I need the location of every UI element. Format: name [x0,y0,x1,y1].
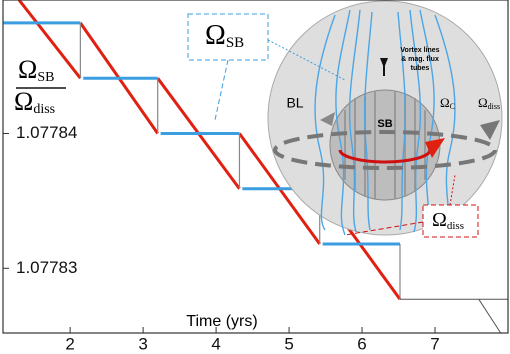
x-tick-label: 7 [430,334,439,353]
up-arrow [380,58,388,68]
symbol: Ω [440,95,450,110]
subscript: diss [488,102,500,111]
subscript: C [450,102,455,111]
series-line [399,298,508,334]
x-tick-label: 5 [284,334,293,353]
y-tick-label: 1.07784 [16,123,77,142]
subscript: SB [37,70,54,85]
symbol: Ω [205,20,226,51]
callout-box [422,204,479,238]
x-tick-label: 2 [65,334,74,353]
symbol: Ω [14,87,33,116]
leader-line [267,39,346,81]
symbol: Ω [432,209,447,231]
subscript: diss [33,102,55,117]
sb-label: SB [377,118,392,130]
callout-label: Ωdiss [432,209,464,232]
omega-diss-label: Ωdiss [478,95,500,111]
subscript: diss [447,220,464,232]
callout-box [187,13,269,61]
y-tick-label: 1.07783 [16,258,77,277]
series-line [3,21,400,246]
series-line [79,22,401,300]
vortex-label: & mag. flux [401,56,439,63]
plot-frame [2,0,509,334]
leader-line [449,174,456,206]
subscript: SB [226,35,244,51]
bl-label: BL [286,95,303,111]
omega-c-label: ΩC [440,95,455,111]
x-tick-label: 4 [211,334,220,353]
leader-line [214,59,229,121]
symbol: Ω [478,95,488,110]
superconducting-core [329,89,441,201]
bl-arrow [320,112,335,126]
vortex-label: tubes [411,65,430,72]
ylabel-numerator: ΩSB [18,55,54,85]
leader-line [344,221,424,236]
y-axis-label: ΩSB Ωdiss [14,55,66,117]
vortex-label: Vortex lines [400,47,439,54]
callout-label: ΩSB [205,20,244,51]
plot-area [3,0,508,334]
callout-sb: ΩSB [187,13,346,121]
x-tick-label: 6 [357,334,366,353]
ylabel-denominator: Ωdiss [14,87,55,117]
x-tick-label: 3 [138,334,147,353]
red-arrow [425,138,445,158]
orbit [273,130,497,170]
red-rotation [338,149,432,164]
diss-arrow [480,120,500,140]
symbol: Ω [18,55,37,84]
callout-diss: Ωdiss [344,174,479,238]
x-axis-label: Time (yrs) [186,313,257,330]
inset-diagram: Vortex lines & mag. flux tubes BL SB ΩC … [267,0,503,236]
